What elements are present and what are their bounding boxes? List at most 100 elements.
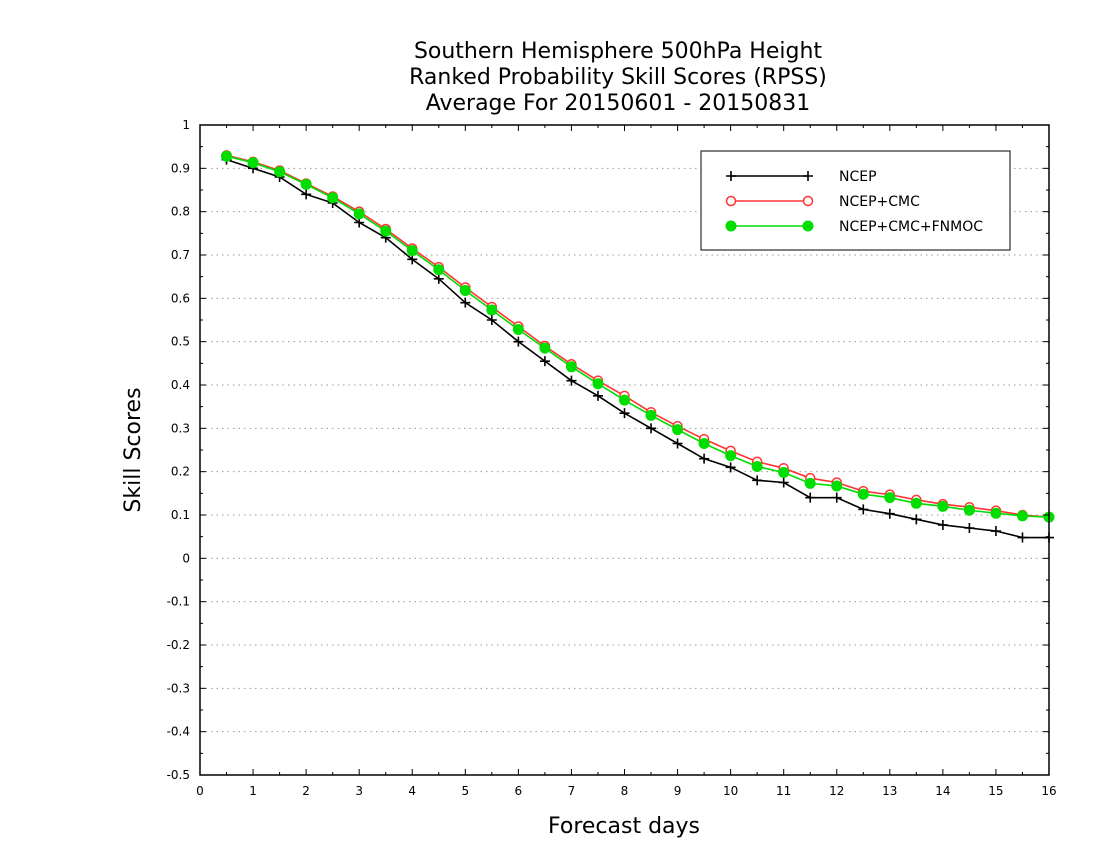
data-point — [884, 508, 895, 519]
y-tick-label: 0.9 — [171, 161, 190, 175]
legend-marker — [725, 220, 737, 232]
x-tick-label: 12 — [829, 784, 844, 798]
y-tick-label: -0.1 — [167, 595, 190, 609]
data-point — [539, 356, 550, 367]
x-tick-label: 1 — [249, 784, 257, 798]
y-axis-label: Skill Scores — [121, 387, 146, 512]
legend-label: NCEP — [839, 169, 877, 185]
y-tick-label: -0.3 — [167, 681, 190, 695]
x-tick-label: 8 — [621, 784, 629, 798]
legend-marker — [802, 220, 814, 232]
data-point — [645, 409, 657, 421]
data-point — [566, 375, 577, 386]
x-tick-label: 5 — [461, 784, 469, 798]
legend-marker — [725, 195, 737, 207]
y-tick-label: -0.4 — [167, 725, 190, 739]
chart-title-line-1: Southern Hemisphere 500hPa Height — [414, 39, 822, 64]
chart-title: Southern Hemisphere 500hPa Height Ranked… — [409, 39, 827, 116]
data-point — [778, 467, 790, 479]
y-tick-label: 1 — [182, 118, 190, 132]
data-point — [380, 225, 392, 237]
x-tick-label: 3 — [355, 784, 363, 798]
y-tick-label: 0.3 — [171, 421, 190, 435]
series-ncep-cmc-fnmoc — [221, 150, 1055, 523]
y-tick-label: 0.5 — [171, 335, 190, 349]
x-tick-label: 6 — [515, 784, 523, 798]
y-tick-label: 0.2 — [171, 465, 190, 479]
data-point — [698, 438, 710, 449]
data-point — [805, 492, 816, 503]
y-axis-tick-labels: -0.5 -0.4 -0.3 -0.2 -0.1 0 0.1 0.2 0.3 0.4 0.5 0.6 0… — [167, 118, 190, 782]
data-point — [619, 408, 630, 419]
data-point — [963, 504, 975, 516]
axis-ticks — [199, 124, 1050, 776]
data-point — [221, 150, 233, 162]
data-point — [512, 324, 524, 336]
data-point — [513, 336, 524, 347]
data-point — [539, 342, 551, 354]
data-point — [592, 390, 603, 401]
series-group — [221, 150, 1055, 543]
data-point — [619, 394, 630, 406]
data-point — [1017, 532, 1028, 543]
x-tick-label: 11 — [776, 784, 791, 798]
data-point — [752, 475, 763, 486]
data-point — [672, 424, 684, 436]
data-point — [725, 450, 737, 462]
legend-marker — [726, 171, 736, 181]
chart-title-line-3: Average For 20150601 - 20150831 — [426, 91, 811, 116]
y-tick-label: -0.5 — [167, 768, 190, 782]
x-tick-label: 7 — [568, 784, 576, 798]
data-point — [725, 462, 736, 473]
data-point — [274, 166, 286, 178]
x-tick-label: 14 — [935, 784, 950, 798]
data-point — [858, 504, 869, 515]
y-tick-label: 0.8 — [171, 205, 190, 219]
data-point — [964, 523, 975, 533]
data-point — [353, 208, 365, 220]
data-point — [486, 315, 497, 325]
data-point — [433, 273, 444, 284]
data-point — [831, 492, 842, 503]
data-point — [857, 488, 869, 500]
data-point — [751, 460, 763, 472]
x-tick-label: 4 — [408, 784, 416, 798]
data-point — [433, 264, 445, 276]
data-point — [300, 178, 312, 190]
data-point — [937, 519, 948, 530]
data-point — [646, 423, 657, 434]
legend-entry: NCEP+CMC — [725, 194, 920, 210]
y-tick-label: -0.2 — [167, 638, 190, 652]
data-point — [990, 526, 1001, 537]
data-point — [592, 378, 604, 390]
chart-title-line-2: Ranked Probability Skill Scores (RPSS) — [409, 65, 827, 90]
x-tick-label: 16 — [1041, 784, 1056, 798]
y-tick-label: 0.6 — [171, 291, 190, 305]
data-point — [911, 514, 922, 525]
legend-marker — [803, 171, 813, 181]
x-tick-label: 0 — [196, 784, 204, 798]
data-point — [565, 361, 577, 373]
data-point — [990, 507, 1002, 519]
series-line — [226, 158, 1049, 539]
data-point — [699, 453, 710, 464]
legend-label: NCEP+CMC — [839, 194, 920, 210]
y-tick-label: 0 — [182, 551, 190, 565]
x-tick-label: 10 — [723, 784, 738, 798]
data-point — [672, 438, 683, 449]
data-point — [247, 157, 259, 169]
x-tick-label: 15 — [988, 784, 1003, 798]
legend-entry: NCEP+CMC+FNMOC — [725, 219, 983, 235]
legend: NCEP NCEP+CMC NCEP+CMC+FNMOC — [700, 150, 1011, 251]
data-point — [486, 304, 498, 316]
x-axis-tick-labels: 0 1 2 3 4 5 6 7 8 9 10 11 12 13 14 15 16 — [196, 784, 1056, 798]
data-point — [831, 480, 843, 492]
data-point — [910, 497, 922, 509]
data-point — [460, 297, 471, 308]
data-point — [459, 285, 471, 297]
data-point — [778, 477, 789, 488]
data-point — [406, 245, 418, 257]
data-point — [1016, 510, 1028, 522]
y-tick-label: 0.4 — [171, 378, 190, 392]
